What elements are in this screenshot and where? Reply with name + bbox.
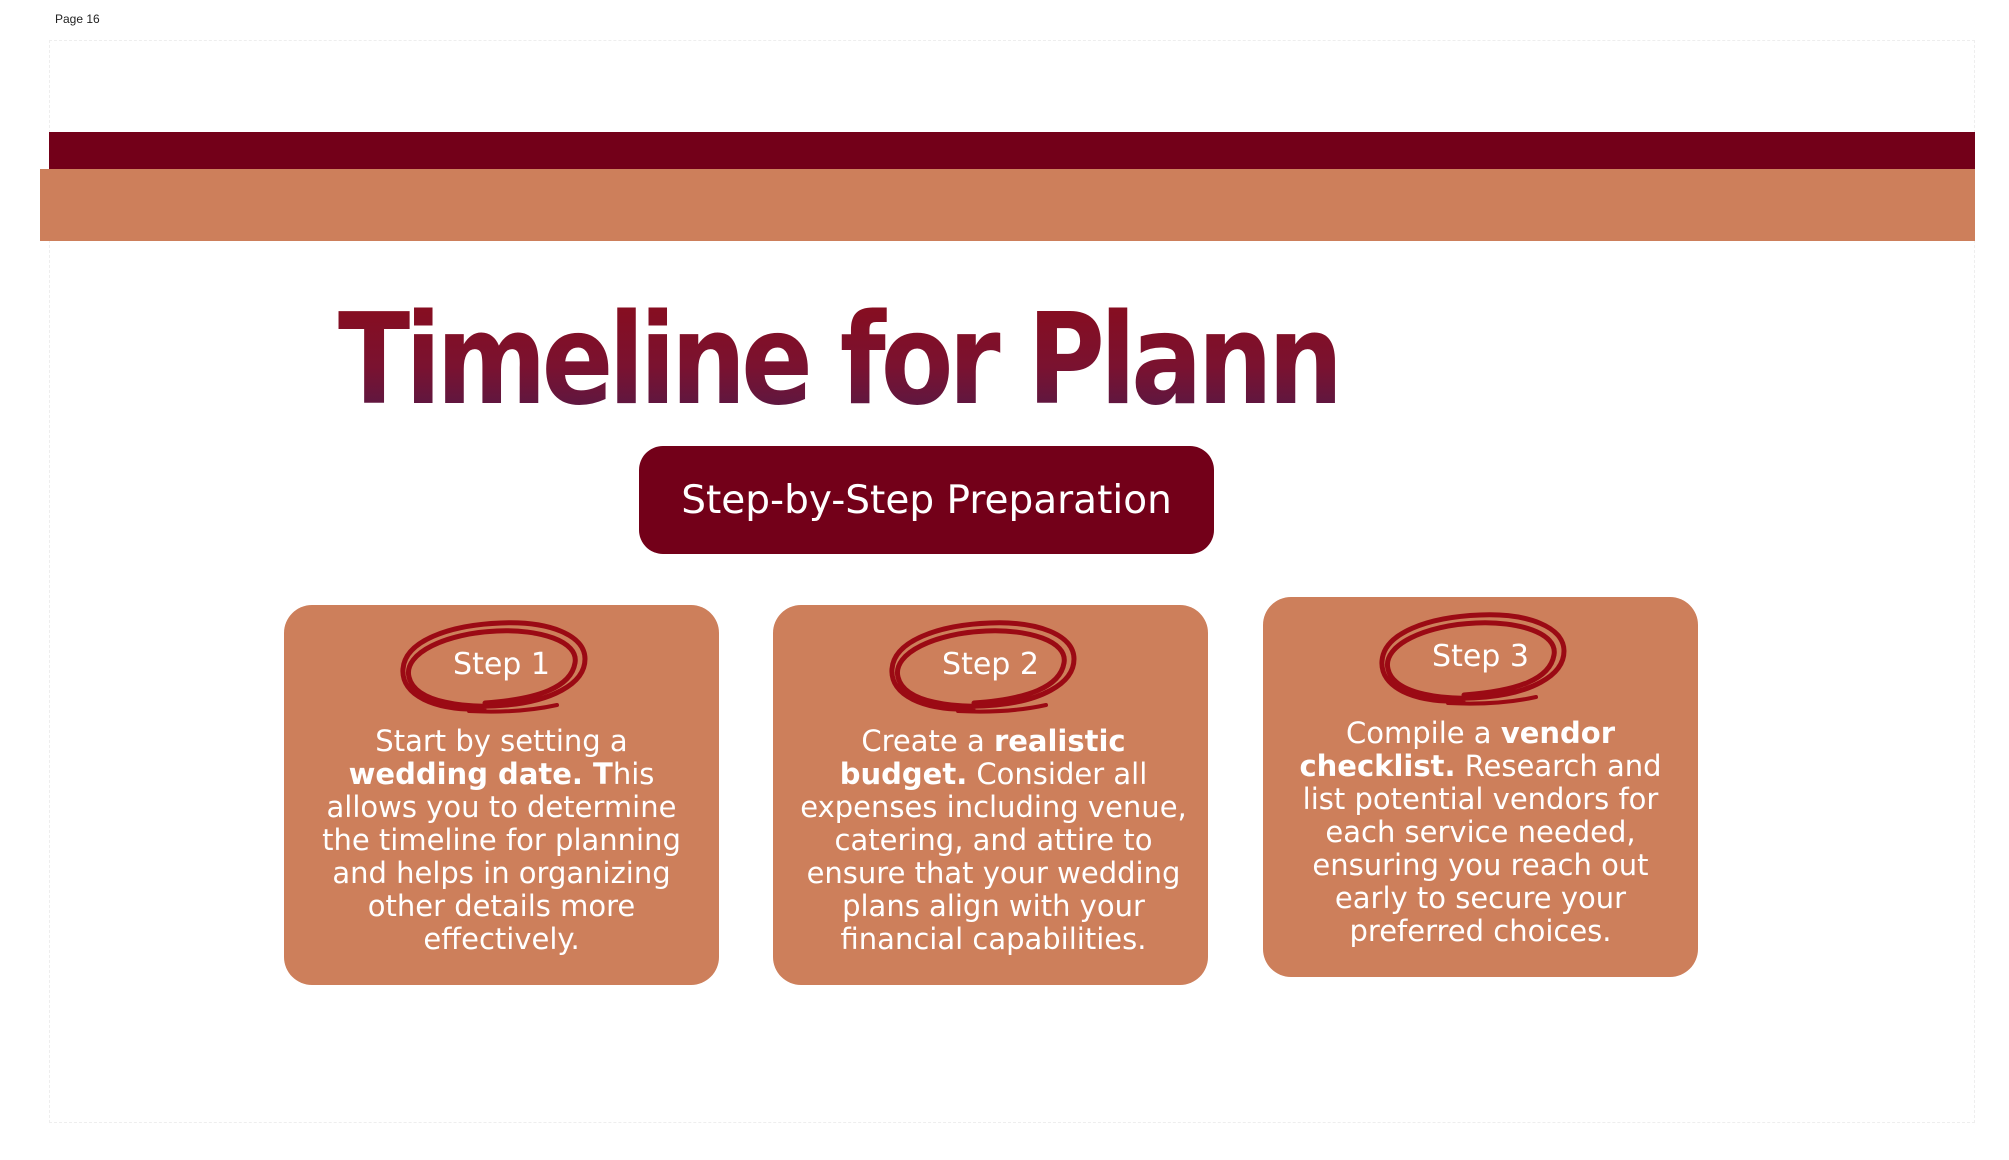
step-3-description: Compile a vendor checklist. Research and… [1299,717,1662,948]
step-1-text-after: his allows you to determine the timeline… [322,757,681,956]
step-3-text-before: Compile a [1345,716,1501,750]
step-2-text-before: Create a [861,724,994,758]
step-1-text-bold: wedding date. T [348,757,613,791]
step-card-1: Step 1 Start by setting a wedding date. … [284,605,719,985]
step-2-label: Step 2 [942,647,1039,682]
subtitle-text: Step-by-Step Preparation [681,477,1172,523]
header-light-band [40,169,1975,241]
step-card-3: Step 3 Compile a vendor checklist. Resea… [1263,597,1698,977]
step-card-2: Step 2 Create a realistic budget. Consid… [773,605,1208,985]
step-2-description: Create a realistic budget. Consider all … [799,725,1188,956]
page-number-label: Page 16 [55,12,100,26]
step-1-label: Step 1 [453,647,550,682]
hand-drawn-circle-icon [1379,612,1567,706]
step-3-label: Step 3 [1432,639,1529,674]
subtitle-pill: Step-by-Step Preparation [639,446,1214,554]
step-3-text-bold: vendor checklist. [1299,716,1616,783]
slide-title: Timeline for Planning [338,286,1515,433]
step-3-text-after: Research and list potential vendors for … [1302,749,1662,948]
step-2-text-after: Consider all expenses including venue, c… [800,757,1187,956]
step-2-text-bold: realistic budget. [839,724,1126,791]
header-dark-band [49,132,1975,169]
hand-drawn-circle-icon [400,620,588,714]
step-1-text-before: Start by setting a [375,724,628,758]
step-1-description: Start by setting a wedding date. This al… [314,725,689,956]
hand-drawn-circle-icon [889,620,1077,714]
